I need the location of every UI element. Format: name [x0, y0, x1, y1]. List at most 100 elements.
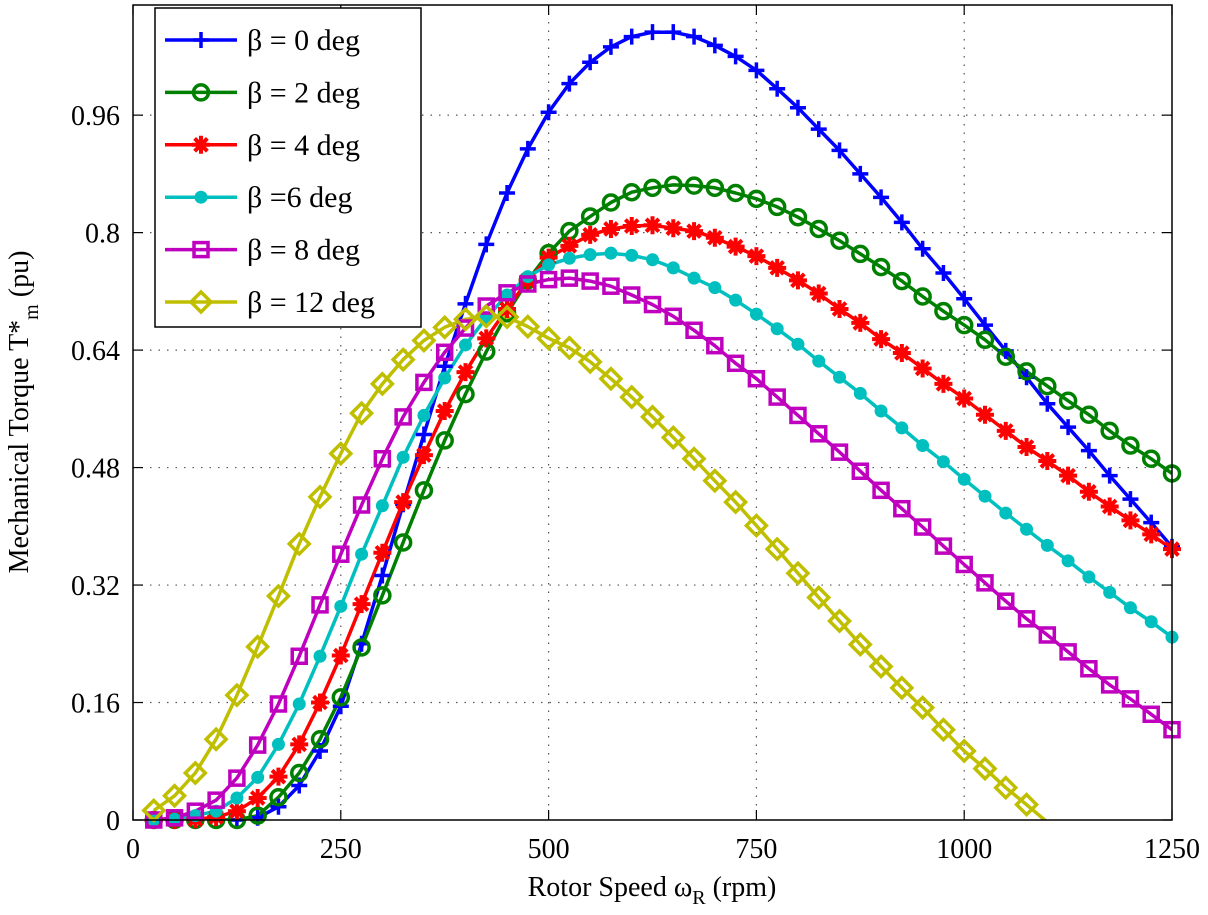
data-point-marker	[1058, 391, 1078, 411]
data-point-marker	[975, 405, 994, 424]
data-point-marker	[269, 695, 288, 713]
data-point-marker	[935, 264, 952, 281]
data-point-marker	[248, 788, 267, 807]
tick-labels: 0 250 500 750 1000 1250 0 0.16 0.32 0.48 0.64 0.8 0.…	[71, 101, 1200, 865]
data-point-marker	[1121, 511, 1140, 530]
data-point-marker	[390, 347, 416, 373]
data-point-marker	[577, 349, 603, 375]
data-point-marker	[812, 354, 826, 368]
data-point-marker	[1101, 467, 1118, 484]
legend-label: β = 4 deg	[247, 129, 360, 162]
data-point-marker	[1080, 442, 1097, 459]
data-point-marker	[913, 287, 932, 306]
data-point-marker	[542, 258, 556, 272]
data-point-marker	[1123, 601, 1137, 615]
data-point-marker	[1038, 626, 1057, 644]
data-point-marker	[705, 228, 724, 247]
data-point-marker	[874, 404, 888, 418]
data-point-marker	[1100, 497, 1119, 516]
data-point-marker	[640, 404, 665, 430]
data-point-marker	[1144, 615, 1158, 629]
data-point-marker	[930, 717, 956, 743]
data-point-marker	[313, 649, 327, 663]
plot-frame	[132, 4, 1173, 821]
data-point-marker	[228, 769, 246, 787]
legend-item: β = 12 deg	[165, 286, 375, 319]
data-point-marker	[396, 450, 410, 464]
data-point-marker	[788, 207, 808, 227]
data-point-marker	[972, 756, 998, 782]
data-point-marker	[851, 462, 870, 480]
data-point-marker	[809, 284, 828, 303]
data-point-marker	[270, 798, 287, 815]
data-point-marker	[975, 330, 995, 350]
data-point-marker	[643, 178, 662, 198]
data-point-marker	[951, 738, 977, 764]
data-point-marker	[954, 315, 974, 335]
data-point-marker	[435, 343, 454, 362]
data-point-marker	[519, 275, 537, 293]
data-point-marker	[726, 354, 745, 373]
data-point-marker	[622, 217, 641, 236]
data-point-marker	[1017, 362, 1036, 381]
data-point-marker	[271, 737, 285, 751]
x-tick-label: 1250	[1144, 834, 1200, 865]
data-point-marker	[770, 322, 784, 336]
data-point-marker	[478, 236, 495, 253]
data-point-marker	[290, 647, 308, 666]
data-point-marker	[996, 347, 1016, 366]
data-point-marker	[602, 277, 620, 295]
data-point-marker	[665, 24, 682, 41]
data-point-marker	[1142, 525, 1161, 544]
data-point-marker	[373, 586, 392, 605]
data-point-marker	[873, 189, 890, 206]
data-point-marker	[768, 388, 786, 406]
data-point-marker	[1100, 421, 1119, 441]
data-point-marker	[853, 386, 867, 400]
legend-marker-icon	[188, 289, 214, 315]
data-point-marker	[438, 371, 452, 385]
data-point-marker	[355, 547, 369, 561]
data-point-marker	[375, 499, 389, 513]
data-point-marker	[540, 104, 557, 121]
data-point-marker	[996, 421, 1015, 440]
data-point-marker	[414, 446, 433, 465]
y-tick-label: 0.48	[71, 454, 120, 485]
data-point-marker	[1080, 659, 1098, 678]
data-point-marker	[687, 271, 701, 285]
data-point-marker	[1079, 405, 1099, 424]
data-point-marker	[373, 450, 392, 468]
data-point-marker	[369, 371, 395, 397]
data-point-marker	[290, 735, 309, 754]
x-tick-label: 500	[528, 834, 570, 865]
data-point-marker	[1082, 570, 1096, 584]
data-point-marker	[809, 219, 828, 239]
data-point-marker	[580, 207, 600, 226]
data-point-marker	[1122, 491, 1139, 508]
data-point-marker	[916, 439, 930, 453]
data-point-marker	[1142, 705, 1160, 724]
legend-item: β = 2 deg	[165, 76, 360, 109]
data-point-marker	[910, 695, 936, 721]
data-point-marker	[581, 272, 599, 290]
data-point-marker	[560, 236, 579, 255]
data-point-marker	[456, 384, 475, 404]
data-point-marker	[871, 257, 891, 277]
legend-item: β = 0 deg	[165, 24, 360, 57]
data-point-marker	[956, 290, 973, 307]
data-point-marker	[1038, 376, 1057, 396]
data-point-marker	[601, 193, 621, 212]
data-point-marker	[934, 537, 953, 555]
y-tick-label: 0.16	[71, 689, 120, 720]
data-point-marker	[498, 284, 516, 302]
data-point-marker	[311, 693, 330, 712]
data-point-marker	[619, 384, 645, 410]
data-point-marker	[681, 446, 707, 472]
data-point-marker	[914, 240, 931, 257]
data-point-marker	[289, 763, 309, 783]
data-point-marker	[892, 271, 912, 291]
data-point-marker	[748, 62, 765, 79]
data-point-marker	[269, 787, 288, 807]
data-point-marker	[767, 197, 787, 217]
